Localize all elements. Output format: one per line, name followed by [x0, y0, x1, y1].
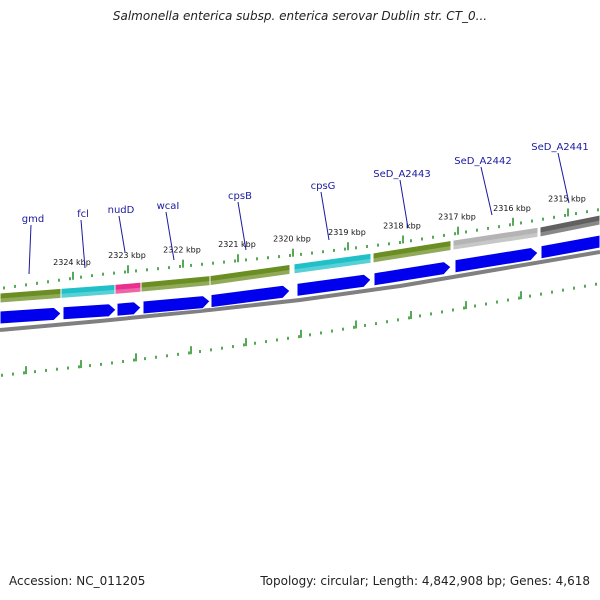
cds-track: [0, 234, 600, 325]
genome-backbone: [0, 250, 600, 332]
gene-shade: [294, 258, 371, 274]
leader-line: [480, 166, 493, 216]
gene-shade: [540, 220, 600, 237]
leader-line: [557, 152, 570, 204]
gene-label-cpsb[interactable]: cpsB: [228, 191, 252, 202]
gene-sed-a2441[interactable]: [539, 214, 600, 238]
gene-label-nudd[interactable]: nudD: [108, 205, 135, 216]
upper-tick-row: [3, 208, 599, 290]
cds-arrow[interactable]: [210, 284, 291, 309]
leader-line: [399, 179, 409, 229]
gene-shade: [373, 245, 451, 263]
gene-sed-a2443[interactable]: [372, 239, 452, 264]
position-label: 2316 kbp: [493, 204, 531, 213]
leader-line: [80, 219, 86, 269]
position-label: 2324 kbp: [53, 258, 91, 267]
leader-line: [165, 211, 175, 261]
label-layer: gmd fcl nudD wcaI cpsB cpsG SeD_A2443 SeD_A2442…: [22, 142, 589, 275]
gene-label-cpsg[interactable]: cpsG: [311, 181, 336, 192]
gene-cpsg[interactable]: [293, 252, 372, 275]
cds-arrow[interactable]: [296, 273, 372, 297]
accession-text: Accession: NC_011205: [9, 574, 146, 588]
gene-label-sed-a2443[interactable]: SeD_A2443: [373, 169, 431, 180]
gene-shade: [141, 281, 210, 293]
cds-arrow[interactable]: [454, 246, 539, 274]
gene-cpsb[interactable]: [209, 263, 291, 287]
gene-label-sed-a2441[interactable]: SeD_A2441: [531, 142, 589, 153]
gene-label-gmd[interactable]: gmd: [22, 214, 44, 225]
position-label: 2320 kbp: [273, 235, 311, 244]
cds-arrow[interactable]: [540, 234, 600, 260]
gene-shade: [453, 232, 538, 251]
lower-tick-row: [1, 282, 597, 377]
position-label: 2323 kbp: [108, 251, 146, 260]
gene-shade: [210, 269, 290, 286]
gene-sed-a2442[interactable]: [452, 226, 539, 251]
position-label: 2318 kbp: [383, 222, 421, 231]
gene-shade: [61, 289, 115, 299]
gene-track: [0, 214, 600, 332]
tick-layer: 2324 kbp 2323 kbp 2322 kbp 2321 kbp 2320 kbp…: [1, 194, 599, 377]
leader-line: [28, 224, 32, 275]
position-label: 2317 kbp: [438, 213, 476, 222]
position-label: 2319 kbp: [328, 228, 366, 237]
position-label: 2321 kbp: [218, 240, 256, 249]
position-label: 2315 kbp: [548, 194, 586, 203]
topology-info: Topology: circular; Length: 4,842,908 bp…: [260, 574, 590, 588]
leader-line: [118, 215, 126, 253]
cds-arrow[interactable]: [0, 306, 62, 325]
gene-label-sed-a2442[interactable]: SeD_A2442: [454, 156, 512, 167]
cds-arrow[interactable]: [62, 303, 117, 321]
gene-label-wcai[interactable]: wcaI: [157, 201, 180, 212]
cds-arrow[interactable]: [142, 295, 211, 315]
gene-shade: [115, 287, 141, 295]
gene-label-fcl[interactable]: fcl: [77, 209, 89, 220]
cds-arrow[interactable]: [373, 261, 452, 287]
gene-shade: [0, 293, 61, 303]
position-label: 2322 kbp: [163, 246, 201, 255]
cds-arrow[interactable]: [116, 301, 142, 317]
leader-line: [320, 191, 330, 241]
map-title: Salmonella enterica subsp. enterica sero…: [112, 9, 488, 23]
leader-line: [237, 201, 247, 251]
